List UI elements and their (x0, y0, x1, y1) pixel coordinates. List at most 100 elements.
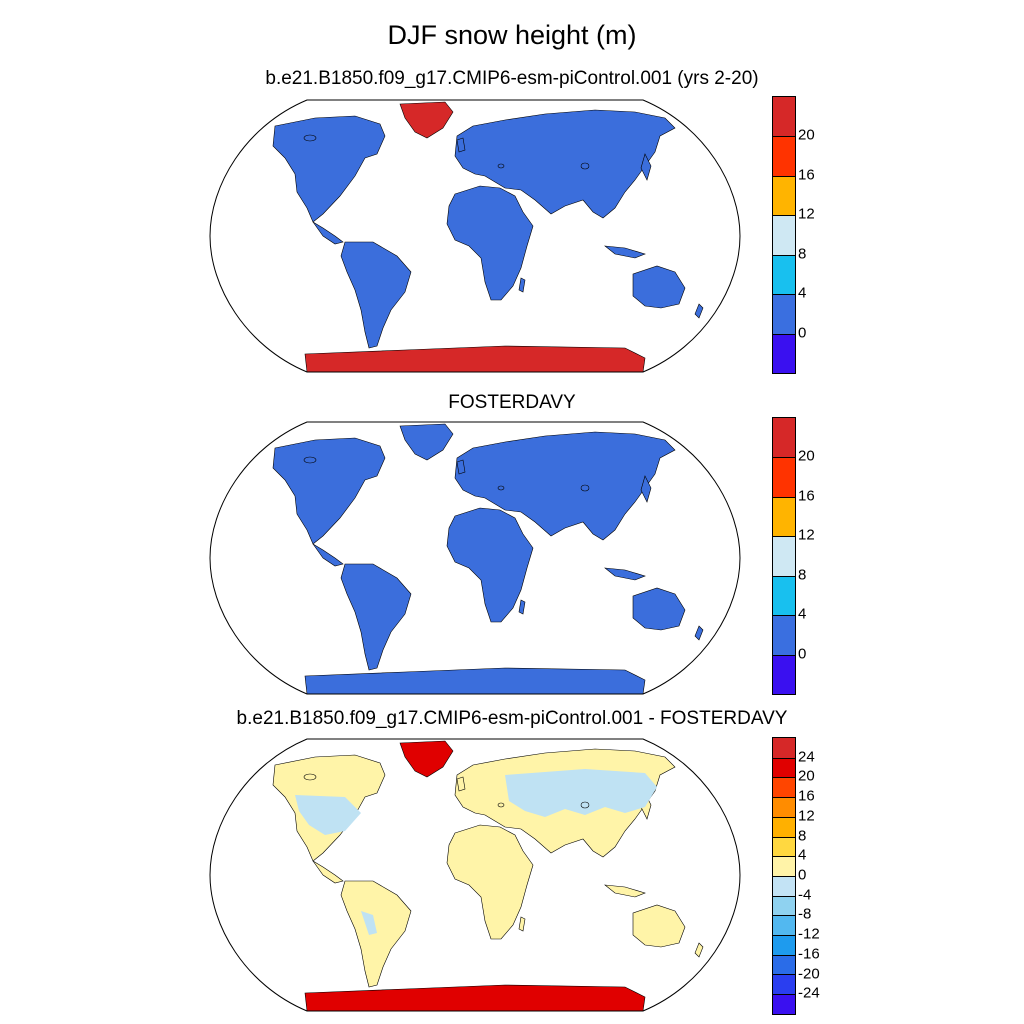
negative-anomaly-region (505, 769, 657, 817)
colorbar-segment (773, 97, 795, 137)
colorbar-obs (772, 417, 796, 695)
landmass-madagascar (518, 277, 526, 293)
landmass-namerica (272, 437, 386, 545)
colorbar-segment (773, 954, 795, 975)
colorbar-segment (773, 575, 795, 616)
colorbar-segment (773, 496, 795, 537)
colorbar-tick-label: 12 (798, 205, 815, 223)
colorbar-tick-label: 0 (798, 645, 807, 663)
colorbar-tick-label: 0 (798, 866, 807, 884)
world-map-model (209, 99, 741, 373)
landmass-indonesia (604, 884, 646, 898)
colorbar-tick-label: 0 (798, 324, 807, 342)
colorbar-segment (773, 915, 795, 936)
colorbar-tick-label: 12 (798, 807, 815, 825)
colorbar-tick-label: 20 (798, 767, 815, 785)
landmass-namerica (272, 115, 386, 223)
figure-title: DJF snow height (m) (387, 20, 637, 50)
colorbar-tick-label: -24 (798, 984, 820, 1002)
colorbar-tick-label: 20 (798, 126, 815, 144)
colorbar-tick-label: 20 (798, 447, 815, 465)
colorbar-segment (773, 856, 795, 876)
landmass-australia (632, 904, 686, 948)
world-map-obs (209, 421, 741, 695)
lake-contour (580, 801, 590, 809)
landmass-antarctica (304, 667, 646, 694)
landmass-eurasia (454, 109, 676, 219)
colorbar-segment (773, 215, 795, 255)
landmass-indonesia (604, 567, 646, 581)
map-content (210, 100, 740, 372)
negative-anomaly-region (295, 795, 361, 835)
landmass-nz (694, 942, 704, 958)
colorbar-tick-label: 24 (798, 748, 815, 766)
landmass-australia (632, 265, 686, 309)
colorbar-tick-label: 4 (798, 284, 807, 302)
colorbar-segment (773, 536, 795, 576)
colorbar-segment (773, 615, 795, 655)
colorbar-segment (773, 797, 795, 817)
world-map-diff (209, 738, 741, 1012)
colorbar-segment (773, 333, 795, 373)
landmass-samerica (340, 241, 412, 349)
colorbar-tick-label: 8 (798, 566, 807, 584)
lake-contour (497, 163, 505, 169)
landmass-nz (694, 303, 704, 319)
panel-title-model: b.e21.B1850.f09_g17.CMIP6-esm-piControl.… (265, 68, 759, 89)
colorbar-diff (772, 737, 796, 1015)
lake-contour (303, 773, 317, 781)
landmass-centam (312, 221, 344, 245)
landmass-antarctica (304, 345, 646, 372)
colorbar-labels-obs: 20 16 12 8 4 0 (798, 417, 858, 693)
colorbar-segment (773, 457, 795, 497)
landmass-greenland (399, 740, 454, 778)
colorbar-tick-label: -4 (798, 886, 812, 904)
colorbar-model (772, 96, 796, 374)
lake-contour (580, 484, 590, 492)
landmass-antarctica (304, 984, 646, 1011)
colorbar-tick-label: 4 (798, 605, 807, 623)
landmass-australia (632, 587, 686, 631)
colorbar-segment (773, 816, 795, 837)
colorbar-tick-label: -16 (798, 945, 820, 963)
panel-title-obs: FOSTERDAVY (448, 392, 576, 413)
landmass-japan (640, 153, 652, 181)
lake-contour (497, 485, 505, 491)
landmass-africa (446, 507, 534, 623)
colorbar-segment (773, 294, 795, 334)
lake-contour (303, 134, 317, 142)
landmass-greenland (399, 101, 454, 139)
map-border (209, 421, 741, 695)
colorbar-segment (773, 777, 795, 798)
landmass-africa (446, 185, 534, 301)
lake-contour (580, 162, 590, 170)
colorbar-segment (773, 895, 795, 916)
lake-contour (303, 456, 317, 464)
colorbar-tick-label: 8 (798, 245, 807, 263)
negative-anomaly-region (361, 911, 377, 935)
map-content (210, 422, 740, 694)
landmass-nz (694, 625, 704, 641)
landmass-africa (446, 824, 534, 940)
landmass-uk (456, 459, 466, 475)
colorbar-segment (773, 418, 795, 458)
colorbar-segment (773, 935, 795, 955)
map-border (209, 99, 741, 373)
colorbar-segment (773, 974, 795, 995)
landmass-indonesia (604, 245, 646, 259)
landmass-centam (312, 543, 344, 567)
lake-contour (497, 802, 505, 808)
colorbar-segment (773, 994, 795, 1014)
colorbar-segment (773, 175, 795, 216)
landmass-uk (456, 776, 466, 792)
colorbar-tick-label: 16 (798, 787, 815, 805)
colorbar-tick-label: 12 (798, 526, 815, 544)
colorbar-segment (773, 738, 795, 758)
colorbar-tick-label: 16 (798, 166, 815, 184)
landmass-japan (640, 475, 652, 503)
landmass-samerica (340, 563, 412, 671)
landmass-madagascar (518, 916, 526, 932)
landmass-eurasia (454, 431, 676, 541)
colorbar-segment (773, 136, 795, 176)
colorbar-tick-label: -20 (798, 965, 820, 983)
